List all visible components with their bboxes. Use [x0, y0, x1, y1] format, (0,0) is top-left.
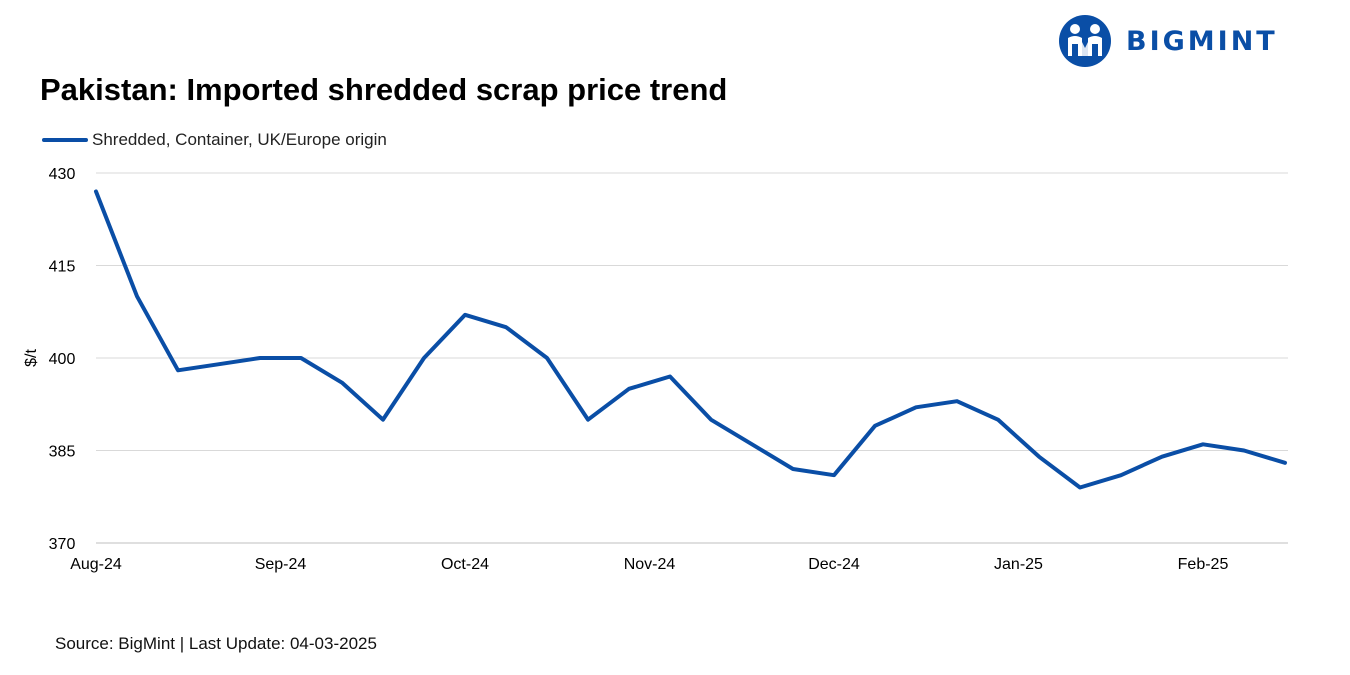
brand-name: BIGMINT	[1126, 25, 1278, 57]
x-tick-label: Feb-25	[1178, 556, 1229, 573]
legend-label: Shredded, Container, UK/Europe origin	[92, 130, 387, 149]
x-tick-label: Jan-25	[994, 556, 1043, 573]
x-tick-label: Nov-24	[624, 556, 676, 573]
y-tick-labels: 370 385 400 415 430	[49, 166, 76, 553]
y-axis-label: $/t	[23, 349, 40, 367]
bigmint-people-logo-icon	[1059, 15, 1111, 67]
y-tick-label: 430	[49, 166, 76, 183]
brand-logo: BIGMINT	[1058, 14, 1278, 68]
series-line	[94, 189, 1287, 490]
source-note: Source: BigMint | Last Update: 04-03-202…	[55, 634, 377, 653]
x-tick-label: Oct-24	[441, 556, 489, 573]
legend-swatch	[42, 138, 88, 142]
y-tick-label: 400	[49, 351, 76, 368]
x-tick-label: Aug-24	[70, 556, 122, 573]
chart-legend: Shredded, Container, UK/Europe origin	[42, 129, 387, 151]
gridlines	[96, 172, 1288, 451]
chart-title: Pakistan: Imported shredded scrap price …	[40, 72, 728, 107]
x-tick-label: Dec-24	[808, 556, 860, 573]
y-tick-label: 385	[49, 444, 76, 461]
x-tick-label: Sep-24	[255, 556, 307, 573]
series-lines	[94, 189, 1287, 490]
y-tick-label: 415	[49, 259, 76, 276]
x-tick-labels: Aug-24 Sep-24 Oct-24 Nov-24 Dec-24 Jan-25 Feb-…	[70, 556, 1228, 573]
y-tick-label: 370	[49, 536, 76, 553]
